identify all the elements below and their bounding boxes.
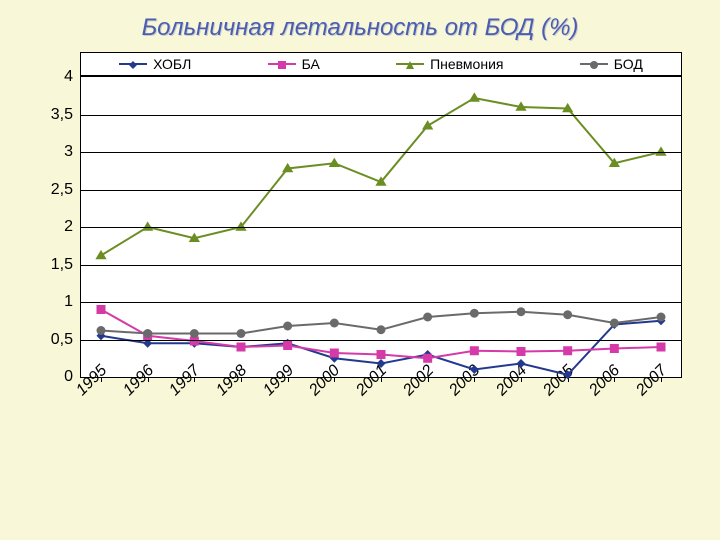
y-tick-label: 0	[64, 368, 73, 386]
y-tick-label: 0,5	[51, 331, 73, 349]
gridline	[81, 152, 681, 153]
y-tick-label: 1,5	[51, 256, 73, 274]
marker-БОД	[190, 329, 199, 338]
marker-БА	[563, 346, 572, 355]
marker-БОД	[517, 307, 526, 316]
marker-Пневмония	[422, 120, 433, 129]
legend-marker-icon	[580, 58, 608, 70]
gridline	[81, 115, 681, 116]
marker-БА	[97, 305, 106, 314]
marker-ХОБЛ	[517, 359, 526, 368]
marker-ХОБЛ	[470, 365, 479, 374]
gridline	[81, 227, 681, 228]
marker-БОД	[330, 319, 339, 328]
marker-БОД	[470, 309, 479, 318]
marker-БОД	[610, 319, 619, 328]
marker-БА	[377, 350, 386, 359]
marker-БА	[657, 343, 666, 352]
gridline	[81, 302, 681, 303]
y-tick-label: 1	[64, 293, 73, 311]
legend-item-Пневмония: Пневмония	[396, 57, 503, 71]
legend-label: Пневмония	[430, 57, 503, 71]
marker-БА	[517, 347, 526, 356]
marker-БА	[283, 341, 292, 350]
legend-marker-icon	[396, 58, 424, 70]
y-tick-label: 3,5	[51, 106, 73, 124]
y-tick-label: 3	[64, 143, 73, 161]
gridline	[81, 340, 681, 341]
marker-БОД	[563, 310, 572, 319]
legend-marker-icon	[119, 58, 147, 70]
marker-БОД	[143, 329, 152, 338]
legend-item-БОД: БОД	[580, 57, 643, 71]
gridline	[81, 190, 681, 191]
marker-ХОБЛ	[377, 359, 386, 368]
chart-title: Больничная летальность от БОД (%)	[0, 0, 720, 42]
legend-label: ХОБЛ	[153, 57, 191, 71]
y-tick-label: 2,5	[51, 181, 73, 199]
legend-item-БА: БА	[268, 57, 320, 71]
legend-marker-icon	[268, 58, 296, 70]
marker-БОД	[657, 313, 666, 322]
marker-БА	[423, 354, 432, 363]
marker-Пневмония	[329, 158, 340, 167]
marker-БА	[237, 343, 246, 352]
y-tick-label: 4	[64, 68, 73, 86]
marker-Пневмония	[469, 92, 480, 101]
legend-label: БА	[302, 57, 320, 71]
y-axis-labels: 00,511,522,533,54	[41, 77, 77, 377]
marker-БА	[610, 344, 619, 353]
marker-БОД	[423, 313, 432, 322]
legend-label: БОД	[614, 57, 643, 71]
marker-БА	[470, 346, 479, 355]
marker-БОД	[283, 322, 292, 331]
legend: ХОБЛ БА Пневмония БОД	[80, 52, 682, 76]
marker-Пневмония	[95, 250, 106, 259]
chart: ХОБЛ БА Пневмония БОД 00,511,522,533,54 199…	[40, 52, 680, 378]
legend-item-ХОБЛ: ХОБЛ	[119, 57, 191, 71]
gridline	[81, 265, 681, 266]
x-axis-labels: 1995199619971998199920002001200220032004…	[81, 377, 681, 437]
marker-БА	[330, 349, 339, 358]
marker-БОД	[237, 329, 246, 338]
y-tick-label: 2	[64, 218, 73, 236]
marker-БОД	[97, 326, 106, 335]
marker-БОД	[377, 325, 386, 334]
plot-area: 00,511,522,533,54 1995199619971998199920…	[80, 76, 682, 378]
